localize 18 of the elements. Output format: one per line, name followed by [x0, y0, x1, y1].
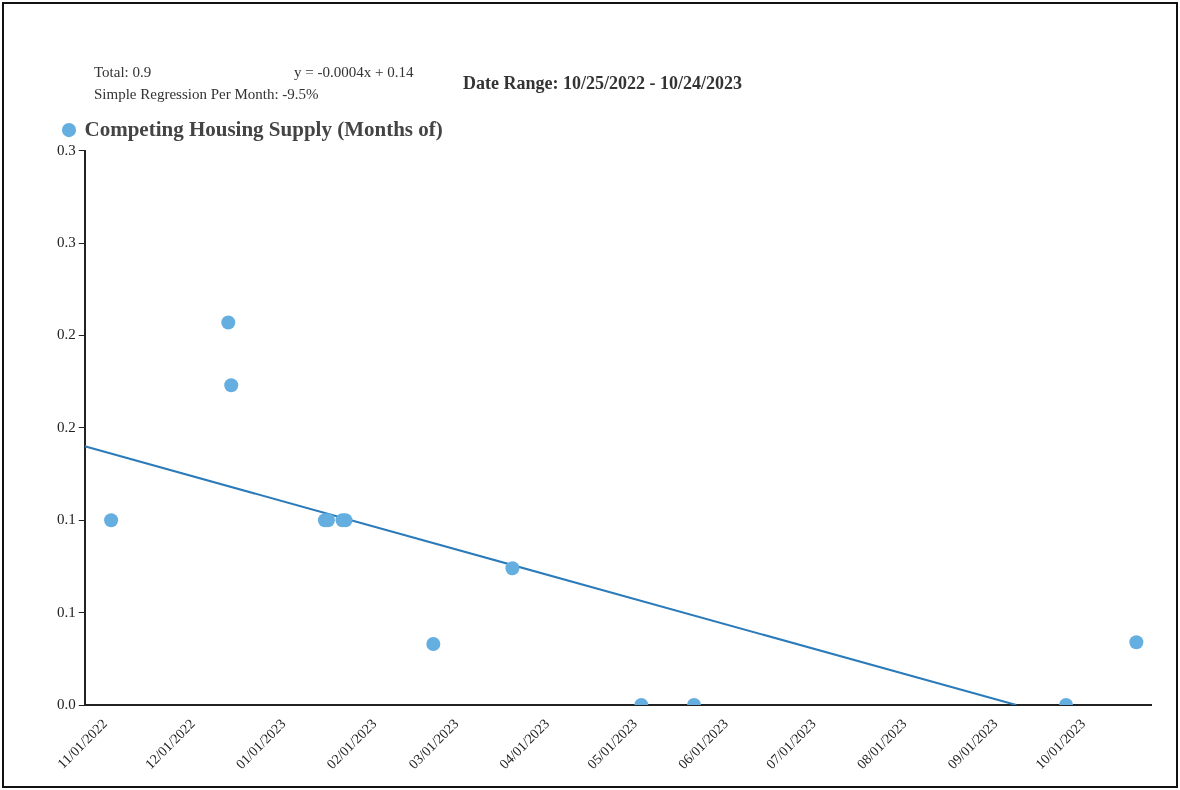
y-tick-label: 0.1 [57, 603, 76, 620]
point [426, 637, 441, 652]
text: Total: 0.9 [94, 63, 153, 82]
legend-label: Competing Housing Supply (Months of) [84, 116, 443, 141]
y-tick-label: 0.2 [57, 326, 76, 343]
point [104, 513, 119, 528]
text: Simple Regression Per Month: -9.5% [94, 85, 319, 104]
y-tick-label: 0.2 [57, 418, 76, 435]
y-tick-label: 0.3 [57, 141, 76, 158]
y-tick-label: 0.0 [57, 695, 76, 712]
point [224, 378, 239, 393]
y-tick-label: 0.3 [57, 233, 76, 250]
point [505, 561, 520, 576]
y-tick-label: 0.1 [57, 511, 76, 528]
point [221, 315, 236, 330]
chart-title: Date Range: 10/25/2022 - 10/24/2023 [463, 73, 742, 94]
point [1129, 635, 1144, 650]
text: y = -0.0004x + 0.14 [294, 63, 414, 82]
